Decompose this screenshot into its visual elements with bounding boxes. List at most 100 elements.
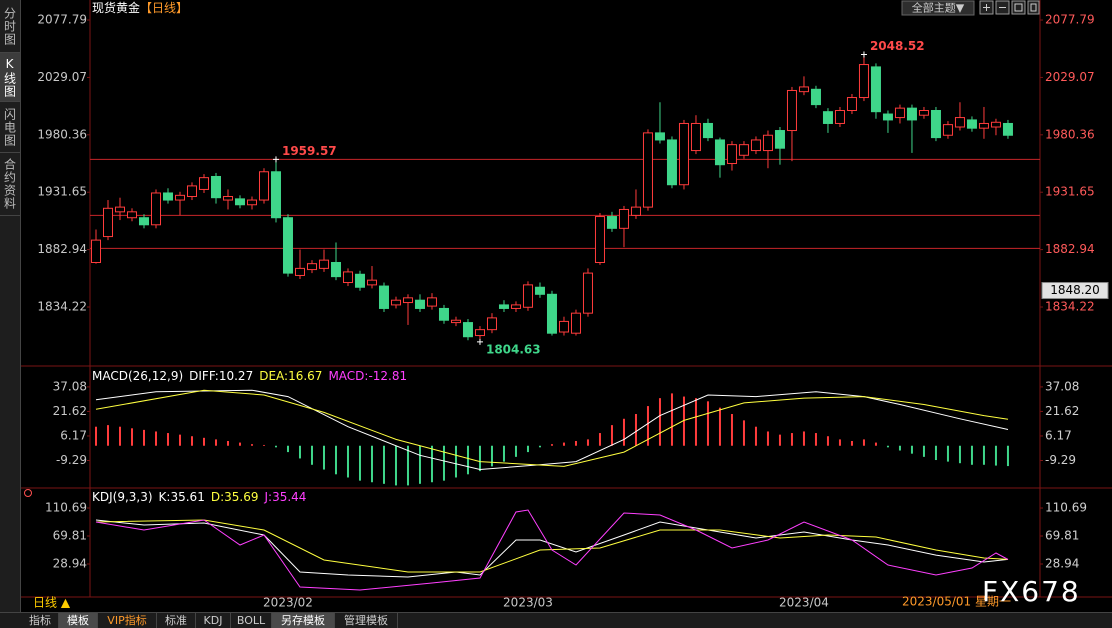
indicator-line [95,519,1009,578]
extreme-label: 1959.57 [282,144,337,158]
candle-body [462,322,473,338]
y-tick-label: 1980.36 [37,127,87,141]
bottom-tab[interactable]: 另存模板 [272,613,335,628]
candle-body [714,139,725,166]
macd-bar [766,431,769,446]
extreme-label: 2048.52 [870,39,925,53]
macd-bar [346,445,349,478]
y-tick-label: 69.81 [53,529,87,543]
macd-bar [682,396,685,446]
legend-label: DEA: [259,369,288,383]
macd-bar [790,433,793,446]
candle-body [726,144,737,165]
watermark: FX678 [982,575,1081,608]
y-tick-label: 37.08 [53,379,87,393]
candle-body [426,297,437,307]
macd-bar [514,445,517,457]
icon-button[interactable] [1011,0,1026,15]
y-tick-label: -9.29 [56,453,87,467]
candle-body [690,122,701,152]
macd-bar [742,420,745,446]
macd-bar [154,431,157,446]
macd-bar [214,439,217,446]
side-tab[interactable]: 合约资料 [0,153,20,216]
macd-bar [502,445,505,462]
legend-value: 10.27 [219,369,253,383]
macd-bar [406,445,409,486]
legend-value: 16.67 [288,369,322,383]
macd-bar [382,445,385,484]
legend-value: -12.81 [368,369,407,383]
extreme-marker [860,51,867,58]
candle-body [642,132,653,208]
indicator-name: MACD(26,12,9) [92,369,183,383]
macd-bar [634,414,637,446]
candle-body [438,307,449,321]
extreme-marker [476,338,483,345]
candle-body [138,217,149,226]
candle-body [966,119,977,129]
candle-body [126,211,137,219]
macd-bar [994,445,997,466]
side-tab[interactable]: 分时图 [0,0,20,53]
candle-body [762,134,773,152]
macd-bar [538,445,541,448]
candle-body [798,86,809,93]
macd-bar [418,445,421,484]
macd-bar [946,445,949,462]
candle-body [234,198,245,206]
legend-label: K: [159,490,171,504]
candle-body [294,267,305,276]
candle-body [150,192,161,226]
status-datetime: 2023/05/01 星期一 [902,595,1011,609]
candle-body [630,206,641,216]
candle-body [894,107,905,119]
y-tick-label: 2029.07 [37,70,87,84]
candle-body [606,216,617,229]
bottom-tab[interactable]: VIP指标 [98,613,157,628]
period-indicator[interactable]: 日线 ▲ [33,596,71,610]
macd-bar [178,434,181,446]
candle-body [786,89,797,132]
candle-body [282,217,293,274]
side-tab[interactable]: K线图 [0,53,20,102]
side-tab[interactable]: 闪电图 [0,102,20,153]
candle-body [702,122,713,139]
candle-body [534,286,545,295]
candle-body [222,196,233,201]
icon-button[interactable] [1027,0,1040,15]
bottom-tab[interactable]: 模板 [59,613,98,628]
bottom-tab[interactable]: 指标 [22,613,59,628]
candle-body [834,110,845,124]
macd-bar [190,436,193,446]
x-tick-label: 2023/02 [263,596,313,610]
candle-body [258,171,269,201]
candle-body [498,304,509,309]
macd-bar [358,445,361,481]
macd-bar [1006,445,1009,467]
theme-button[interactable] [901,0,975,16]
macd-bar [478,445,481,472]
candle-body [390,299,401,306]
legend-label: J: [263,490,272,504]
x-tick-label: 2023/03 [503,596,553,610]
candle-body [810,88,821,106]
candle-body [954,117,965,128]
extreme-marker [272,156,279,163]
y-tick-label: 1931.65 [1045,185,1095,199]
sidebar: 分时图 K线图 闪电图 合约资料 [0,0,21,612]
bottom-tab[interactable]: 管理模板 [335,613,398,628]
bottom-tab[interactable]: BOLL [231,613,272,628]
candle-body [474,329,485,337]
macd-bar [466,445,469,475]
bottom-tab[interactable]: KDJ [196,613,231,628]
candle-body [1002,122,1013,136]
candle-body [114,206,125,213]
y-tick-label: 1834.22 [37,300,87,314]
candle-body [522,284,533,308]
candle-body [210,175,221,199]
theme-button-label[interactable]: 全部主题▼ [912,1,965,15]
macd-bar [838,439,841,446]
candle-body [402,297,413,304]
bottom-tab[interactable]: 标准 [157,613,196,628]
